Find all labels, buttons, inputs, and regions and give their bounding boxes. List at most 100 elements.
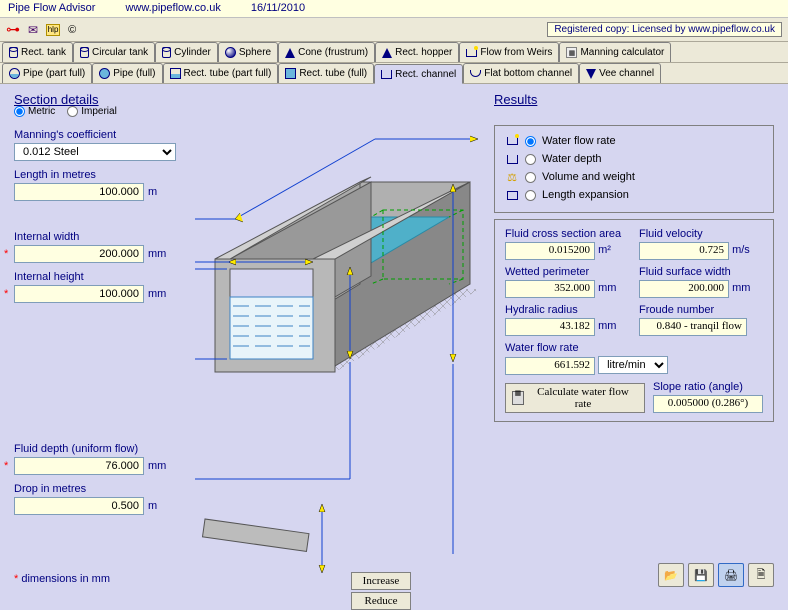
save-icon[interactable]: 💾 [688,563,714,587]
width-unit: mm [148,248,166,260]
tab-circular-tank[interactable]: Circular tank [73,42,155,62]
content-area: Section details Metric Imperial Manning'… [0,84,788,591]
tab-flow-from-weirs[interactable]: Flow from Weirs [459,42,559,62]
required-star: * [4,460,8,472]
channel-diagram [195,114,485,574]
export-icon[interactable]: 🗎 [748,563,774,587]
radius-label: Hydralic radius [505,304,629,316]
surface-label: Fluid surface width [639,266,763,278]
tab-rect-tube-full-[interactable]: Rect. tube (full) [278,63,374,83]
tab-rect-hopper[interactable]: Rect. hopper [375,42,459,62]
pipe-part-icon [9,68,20,79]
footer-note: * dimensions in mm [14,573,110,585]
app-name: Pipe Flow Advisor [8,2,95,15]
results-values: Fluid cross section area 0.015200 m² Flu… [494,219,774,422]
increase-button[interactable]: Increase [351,572,411,590]
section-details: Section details Metric Imperial Manning'… [14,92,214,515]
registered-label: Registered copy: Licensed by www.pipeflo… [547,22,782,37]
length-unit: m [148,186,157,198]
app-url: www.pipeflow.co.uk [125,2,220,15]
opt-length-expansion[interactable]: Length expansion [505,188,763,202]
drop-label: Drop in metres [14,483,214,495]
area-label: Fluid cross section area [505,228,629,240]
title-bar: Pipe Flow Advisor www.pipeflow.co.uk 16/… [0,0,788,18]
perimeter-label: Wetted perimeter [505,266,629,278]
reduce-button[interactable]: Reduce [351,592,411,610]
channel-icon [381,70,392,79]
cyl-side-icon [162,47,171,58]
cone-icon [285,48,295,58]
froude-label: Froude number [639,304,763,316]
calculate-button[interactable]: ▦ Calculate water flow rate [505,383,645,413]
length-label: Length in metres [14,169,214,181]
tab-rect-tank[interactable]: Rect. tank [2,42,73,62]
calculator-icon: ▦ [512,391,524,405]
weir-icon [466,49,477,57]
velocity-label: Fluid velocity [639,228,763,240]
expand-icon [505,188,519,202]
opt-volume-weight[interactable]: ⚖ Volume and weight [505,170,763,184]
weight-icon: ⚖ [505,170,519,184]
opt-flow-rate[interactable]: Water flow rate [505,134,763,148]
cyl-side-icon [9,47,18,58]
open-icon[interactable]: 📂 [658,563,684,587]
tab-row-2: Pipe (part full)Pipe (full)Rect. tube (p… [0,63,788,84]
cyl-side-icon [80,47,89,58]
area-value: 0.015200 [505,242,595,260]
manning-label: Manning's coefficient [14,129,214,141]
radius-value: 43.182 [505,318,595,336]
imperial-radio[interactable]: Imperial [67,106,117,117]
tab-sphere[interactable]: Sphere [218,42,278,62]
pipe-full-icon [99,68,110,79]
results-panel: Results Water flow rate Water depth ⚖ Vo… [494,92,774,422]
tab-pipe-full-[interactable]: Pipe (full) [92,63,162,83]
opt-water-depth[interactable]: Water depth [505,152,763,166]
froude-value: 0.840 - tranqil flow [639,318,747,336]
vee-icon [586,69,596,79]
tab-manning-calculator[interactable]: ▦Manning calculator [559,42,671,62]
depth-unit: mm [148,460,166,472]
tab-pipe-part-full-[interactable]: Pipe (part full) [2,63,92,83]
flowrate-label: Water flow rate [505,342,763,354]
depth-label: Fluid depth (uniform flow) [14,443,214,455]
copyright-icon[interactable]: © [68,24,76,36]
key-icon[interactable]: ⊶ [6,21,20,38]
height-unit: mm [148,288,166,300]
velocity-value: 0.725 [639,242,729,260]
flowrate-unit-select[interactable]: litre/min [598,356,668,374]
results-options: Water flow rate Water depth ⚖ Volume and… [494,125,774,213]
help-icon[interactable]: hlp [46,24,60,36]
toolbar: ⊶ ✉ hlp © Registered copy: Licensed by w… [0,18,788,42]
width-input[interactable] [14,245,144,263]
tab-cone-frustrum-[interactable]: Cone (frustrum) [278,42,375,62]
weir-icon [505,134,519,148]
channel-icon [505,152,519,166]
tab-rect-tube-part-full-[interactable]: Rect. tube (part full) [163,63,279,83]
height-input[interactable] [14,285,144,303]
footer-icons: 📂 💾 🖨 🗎 [658,563,774,587]
metric-radio[interactable]: Metric [14,106,55,117]
increase-reduce-buttons: Increase Reduce [351,572,411,610]
sphere-icon [225,47,236,58]
tab-row-1: Rect. tankCircular tankCylinderSphereCon… [0,42,788,63]
tube-full-icon [285,68,296,79]
drop-input[interactable] [14,497,144,515]
tab-vee-channel[interactable]: Vee channel [579,63,661,83]
print-icon[interactable]: 🖨 [718,563,744,587]
units-radio-group: Metric Imperial [14,106,117,117]
length-input[interactable] [14,183,144,201]
mail-icon[interactable]: ✉ [28,23,38,37]
tab-cylinder[interactable]: Cylinder [155,42,218,62]
tab-rect-channel[interactable]: Rect. channel [374,64,463,84]
tab-flat-bottom-channel[interactable]: Flat bottom channel [463,63,579,83]
cone-icon [382,48,392,58]
slope-label: Slope ratio (angle) [653,381,763,393]
flat-icon [470,70,481,77]
drop-unit: m [148,500,157,512]
manning-select[interactable]: 0.012 Steel [14,143,176,161]
tube-part-icon [170,68,181,79]
flowrate-value: 661.592 [505,357,595,375]
results-title: Results [494,92,537,107]
slope-value: 0.005000 (0.286°) [653,395,763,413]
depth-input[interactable] [14,457,144,475]
